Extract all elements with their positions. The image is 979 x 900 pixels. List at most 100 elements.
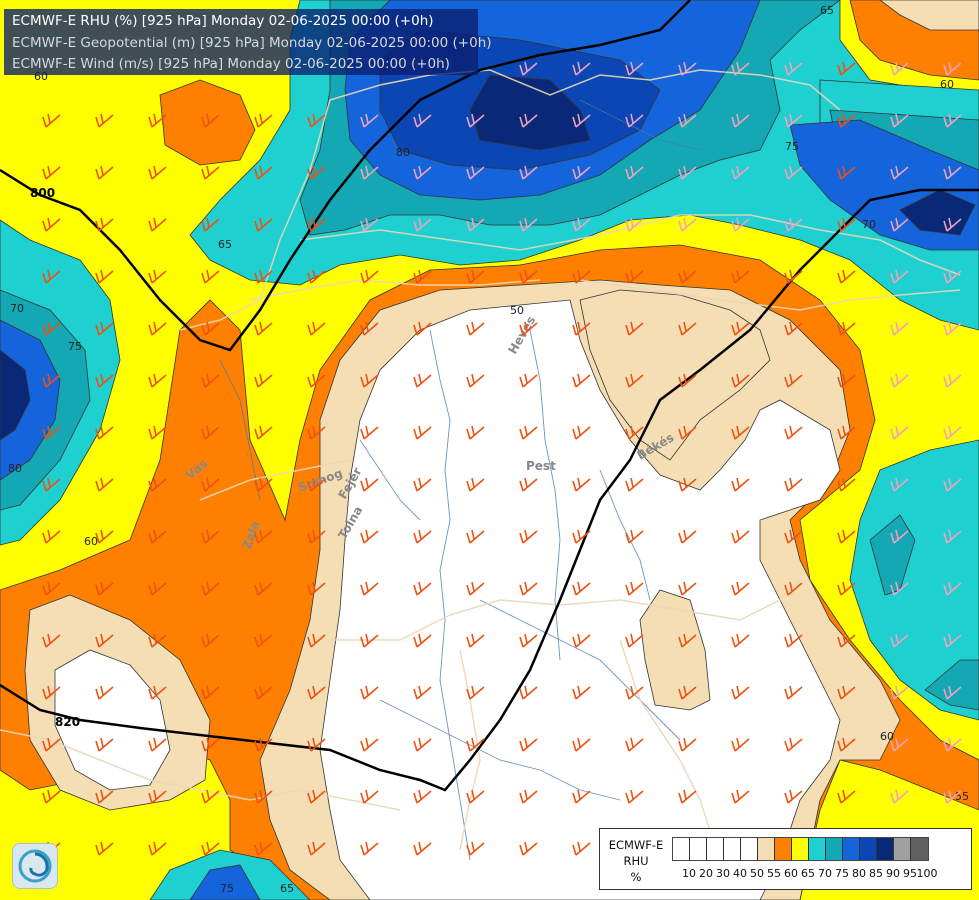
wind-barb-icon (42, 737, 61, 752)
wind-barb-icon (572, 841, 591, 856)
wind-barb-icon (890, 217, 909, 232)
wind-barb-icon (572, 581, 591, 596)
wind-barb-icon (307, 581, 326, 596)
wind-barb-icon (784, 477, 803, 492)
wind-barb-icon (413, 477, 432, 492)
wind-barb-icon (784, 165, 803, 180)
wind-barb-icon (678, 789, 697, 804)
legend-tick-label: 85 (869, 867, 883, 880)
wind-barb-icon (42, 165, 61, 180)
wind-barb-icon (254, 789, 273, 804)
wind-barb-icon (413, 165, 432, 180)
country-borders (0, 69, 961, 861)
ogimet-logo-icon (12, 843, 58, 889)
legend-tick-label: 80 (852, 867, 866, 880)
wind-barb-icon (466, 789, 485, 804)
wind-barb-icon (42, 581, 61, 596)
wind-barb-icon (784, 633, 803, 648)
wind-barb-icon (731, 477, 750, 492)
wind-barb-icon (148, 841, 167, 856)
wind-barb-icon (837, 61, 856, 76)
wind-barb-icon (890, 789, 909, 804)
wind-barb-icon (466, 425, 485, 440)
wind-barb-icon (519, 529, 538, 544)
legend-unit: % (630, 870, 642, 884)
wind-barb-icon (519, 321, 538, 336)
geopotential-labels: 800 820 (30, 186, 80, 729)
wind-barb-icon (890, 373, 909, 388)
wind-barb-icon (943, 633, 962, 648)
legend-swatch (707, 838, 724, 860)
wind-barb-icon (466, 477, 485, 492)
wind-barb-icon (42, 269, 61, 284)
wind-barb-icon (201, 789, 220, 804)
wind-barb-icon (148, 581, 167, 596)
rh-label: 80 (8, 462, 22, 475)
wind-barb-icon (360, 425, 379, 440)
wind-barb-icon (625, 425, 644, 440)
wind-barb-icon (784, 685, 803, 700)
wind-barb-icon (95, 841, 114, 856)
rh-band-wheat-ne (879, 0, 979, 31)
wind-barb-icon (519, 633, 538, 648)
wind-barb-icon (307, 113, 326, 128)
wind-barb-icon (201, 685, 220, 700)
wind-barb-icon (413, 685, 432, 700)
wind-barb-icon (360, 269, 379, 284)
wind-barb-icon (466, 633, 485, 648)
legend-tick-label: 75 (835, 867, 849, 880)
legend-model: ECMWF-E (608, 838, 664, 852)
legend-swatch (741, 838, 758, 860)
wind-barb-icon (890, 165, 909, 180)
wind-barb-icon (943, 425, 962, 440)
rh-label: 50 (510, 304, 524, 317)
wind-barb-icon (254, 685, 273, 700)
legend-swatch (690, 838, 707, 860)
wind-barb-icon (731, 373, 750, 388)
wind-barb-icon (360, 529, 379, 544)
wind-barb-icon (943, 321, 962, 336)
wind-barb-icon (307, 373, 326, 388)
wind-barb-icon (837, 217, 856, 232)
rh-label: 60 (880, 730, 894, 743)
wind-barb-icon (413, 425, 432, 440)
wind-barb-icon (201, 269, 220, 284)
wind-barb-icon (254, 321, 273, 336)
wind-barb-icon (360, 321, 379, 336)
wind-barb-icon (625, 529, 644, 544)
wind-barb-icon (42, 685, 61, 700)
wind-barb-icon (943, 529, 962, 544)
legend-tick-label: 30 (716, 867, 730, 880)
wind-barb-icon (95, 581, 114, 596)
legend-tick-label: 20 (699, 867, 713, 880)
wind-barb-icon (519, 113, 538, 128)
wind-barb-icon (572, 373, 591, 388)
wind-barb-icon (201, 633, 220, 648)
wind-barb-icon (837, 477, 856, 492)
wind-barbs (42, 61, 962, 856)
wind-barb-icon (360, 373, 379, 388)
wind-barb-icon (466, 113, 485, 128)
legend-tick-label: 70 (818, 867, 832, 880)
geopotential-800-line (0, 0, 691, 352)
wind-barb-icon (307, 789, 326, 804)
wind-barb-icon (95, 321, 114, 336)
wind-barb-icon (837, 529, 856, 544)
wind-barb-icon (943, 113, 962, 128)
wind-barb-icon (413, 373, 432, 388)
rh-band-teal-se2 (924, 659, 979, 711)
wind-barb-icon (466, 217, 485, 232)
wind-barb-icon (837, 633, 856, 648)
wind-barb-icon (731, 633, 750, 648)
legend: ECMWF-E RHU % 10 20 30 40 50 55 60 65 70 75 80 85 90… (599, 828, 972, 890)
wind-barb-icon (837, 373, 856, 388)
wind-barb-icon (572, 633, 591, 648)
rh-label: 65 (280, 882, 294, 895)
rh-band-white-main (319, 299, 841, 900)
rh-label: 60 (84, 535, 98, 548)
wind-barb-icon (890, 737, 909, 752)
wind-barb-icon (572, 685, 591, 700)
wind-barb-icon (890, 685, 909, 700)
wind-barb-icon (466, 373, 485, 388)
rh-band-blue-bottom (189, 864, 261, 900)
